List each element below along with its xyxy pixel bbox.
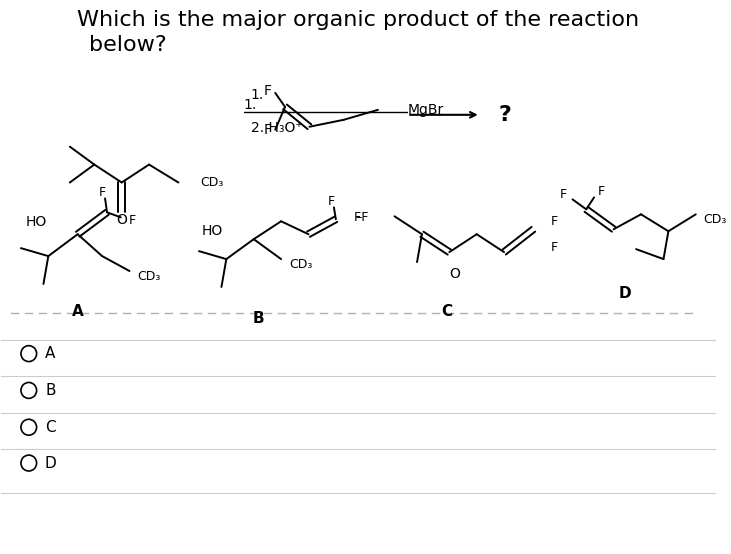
Text: F: F	[354, 211, 360, 224]
Text: 1.: 1.	[244, 98, 257, 112]
Text: F: F	[597, 185, 605, 198]
Text: CD₃: CD₃	[289, 258, 312, 270]
Text: CD₃: CD₃	[704, 213, 727, 226]
Text: B: B	[253, 311, 265, 326]
Text: below?: below?	[89, 35, 167, 55]
Text: D: D	[619, 286, 632, 301]
Text: F: F	[327, 195, 335, 208]
Text: C: C	[441, 304, 452, 319]
Text: F: F	[551, 215, 558, 228]
Text: O: O	[116, 213, 127, 227]
Text: HO: HO	[201, 224, 222, 238]
Text: ?: ?	[499, 105, 512, 125]
Text: CD₃: CD₃	[137, 269, 161, 283]
Text: A: A	[72, 304, 83, 319]
Text: Which is the major organic product of the reaction: Which is the major organic product of th…	[77, 11, 640, 30]
Text: F: F	[263, 123, 271, 137]
Text: MgBr: MgBr	[407, 103, 444, 117]
Text: –F: –F	[355, 211, 369, 224]
Text: CD₃: CD₃	[200, 176, 223, 189]
Text: A: A	[45, 346, 56, 361]
Text: HO: HO	[25, 216, 46, 229]
Text: O: O	[449, 267, 460, 281]
Text: B: B	[45, 383, 56, 398]
Text: F: F	[129, 214, 136, 227]
Text: 2. H₃O⁺: 2. H₃O⁺	[251, 121, 303, 135]
Text: 1.: 1.	[251, 88, 264, 102]
Text: F: F	[559, 188, 567, 201]
Text: C: C	[45, 420, 56, 435]
Text: F: F	[263, 84, 271, 98]
Text: D: D	[45, 455, 56, 470]
Text: F: F	[99, 186, 106, 199]
Text: F: F	[551, 240, 558, 254]
